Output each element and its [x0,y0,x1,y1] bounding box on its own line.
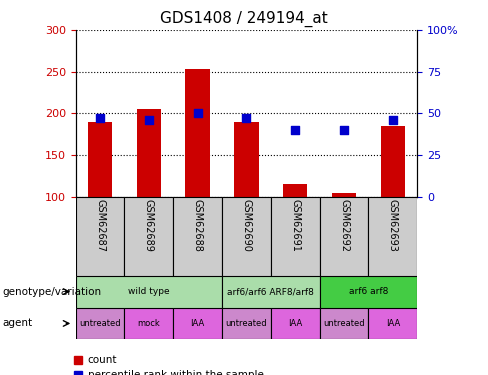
Text: agent: agent [2,318,33,328]
Bar [76,197,124,276]
Point [291,127,299,133]
Text: mock: mock [138,319,160,328]
Text: untreated: untreated [323,319,365,328]
Text: untreated: untreated [79,319,121,328]
Bar [173,197,222,276]
Text: arf6 arf8: arf6 arf8 [349,287,388,296]
Bar [368,197,417,276]
Bar [271,197,320,276]
Bar [320,197,368,276]
Point [194,110,202,116]
Text: genotype/variation: genotype/variation [2,286,102,297]
Point [340,127,348,133]
Bar [88,122,112,197]
Bar [381,126,405,197]
Bar [137,109,161,197]
Point [243,116,250,122]
Bar [76,308,124,339]
Bar [222,308,271,339]
Bar [283,184,307,197]
Bar [332,193,356,197]
Text: GSM62692: GSM62692 [339,199,349,252]
Bar [234,122,259,197]
Bar [271,308,320,339]
Bar [368,308,417,339]
Text: GSM62693: GSM62693 [388,199,398,252]
Text: percentile rank within the sample: percentile rank within the sample [88,370,264,375]
Bar [76,276,222,308]
Bar [320,308,368,339]
Text: GSM62690: GSM62690 [242,199,251,252]
Bar [222,197,271,276]
Text: count: count [88,355,117,365]
Point [96,116,104,122]
Text: GSM62691: GSM62691 [290,199,300,252]
Bar [124,308,173,339]
Bar [222,276,320,308]
Bar [173,308,222,339]
Text: arf6/arf6 ARF8/arf8: arf6/arf6 ARF8/arf8 [227,287,314,296]
Text: GSM62688: GSM62688 [193,199,203,252]
Text: wild type: wild type [128,287,170,296]
Bar [124,197,173,276]
Text: GSM62687: GSM62687 [95,199,105,252]
Bar [320,276,417,308]
Text: IAA: IAA [190,319,205,328]
Text: untreated: untreated [225,319,267,328]
Point [389,117,397,123]
Text: GDS1408 / 249194_at: GDS1408 / 249194_at [160,11,328,27]
Text: IAA: IAA [288,319,303,328]
Bar [185,69,210,197]
Text: GSM62689: GSM62689 [144,199,154,252]
Text: IAA: IAA [386,319,400,328]
Point [145,117,153,123]
